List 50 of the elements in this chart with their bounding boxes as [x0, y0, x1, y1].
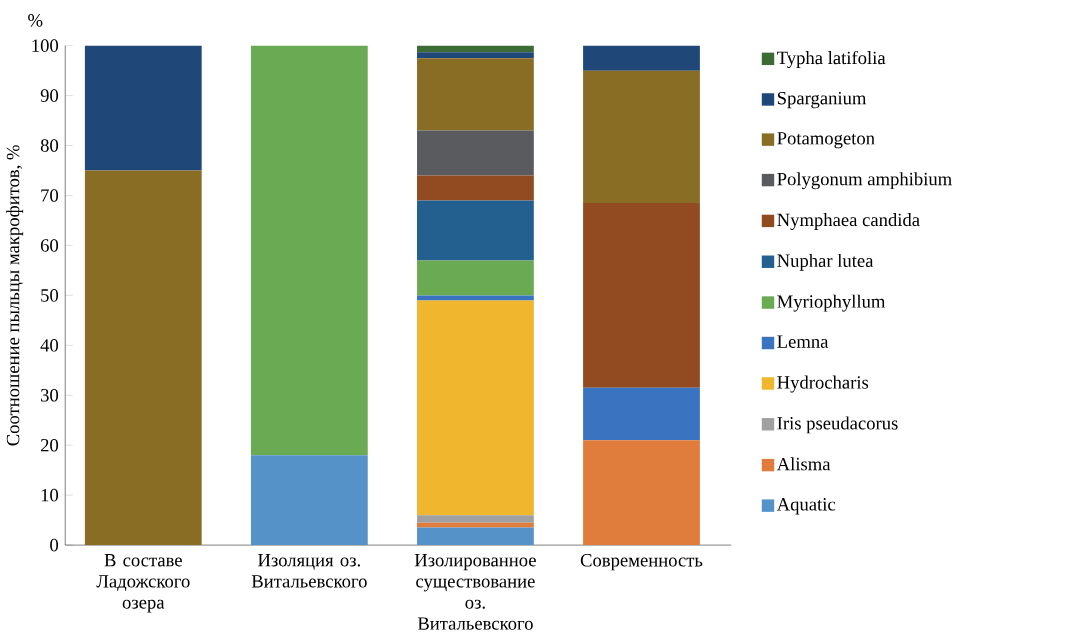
y-tick-label: 90	[40, 89, 59, 102]
legend-label: Lemna	[777, 335, 829, 348]
x-tick-label: В составе Ладожского озера	[96, 553, 190, 613]
bar	[417, 522, 534, 528]
legend-label: Myriophyllum	[777, 294, 886, 312]
legend-label: Hydrocharis	[777, 375, 869, 393]
bar	[417, 175, 534, 201]
bar	[417, 527, 534, 545]
bar	[417, 58, 534, 131]
text: %	[28, 13, 43, 27]
bar	[417, 295, 534, 301]
x-tick-label: Изоляция оз. Витальевского	[251, 553, 367, 588]
bar	[84, 170, 202, 545]
bar	[417, 130, 534, 176]
y-axis-title: Соотношение пыльцы макрофитов, %	[6, 145, 24, 446]
legend-label: Potamogeton	[777, 132, 875, 149]
bar	[417, 52, 534, 59]
x-tick-label: Изолированное существование оз. Витальевского	[414, 553, 536, 630]
bar	[583, 440, 700, 545]
bar	[250, 455, 368, 545]
y-tick-label: 40	[40, 338, 59, 352]
legend-label: Nymphaea candida	[777, 212, 920, 230]
y-tick-label: 60	[40, 239, 59, 252]
legend-label: Iris pseudacorus	[777, 416, 898, 434]
y-tick-label: 10	[41, 488, 59, 502]
y-tick-label: 70	[41, 189, 59, 202]
bar	[583, 70, 700, 203]
y-tick-label: 30	[41, 388, 59, 402]
y-tick-label: 20	[40, 438, 59, 452]
legend-label: Sparganium	[777, 91, 867, 109]
y-tick-label: 100	[32, 39, 59, 52]
legend-label: Polygonum amphibium	[777, 172, 952, 190]
bar	[417, 260, 534, 296]
bar	[417, 45, 534, 53]
legend-label: Typha latifolia	[777, 50, 886, 68]
y-tick-label: 50	[41, 288, 59, 302]
bar	[583, 387, 700, 441]
y-tick-label: 80	[40, 139, 59, 152]
bar	[84, 45, 202, 171]
legend-label: Aquatic	[776, 497, 836, 515]
bar	[417, 515, 534, 523]
bar	[417, 300, 534, 516]
bar	[250, 45, 368, 456]
x-tick-label: Современность	[580, 553, 703, 571]
bar	[583, 45, 700, 71]
bar	[583, 202, 700, 388]
legend-label: Alisma	[776, 457, 831, 471]
bar	[417, 200, 534, 261]
legend-label: Nuphar lutea	[777, 253, 874, 271]
y-tick-label: 0	[50, 538, 59, 552]
